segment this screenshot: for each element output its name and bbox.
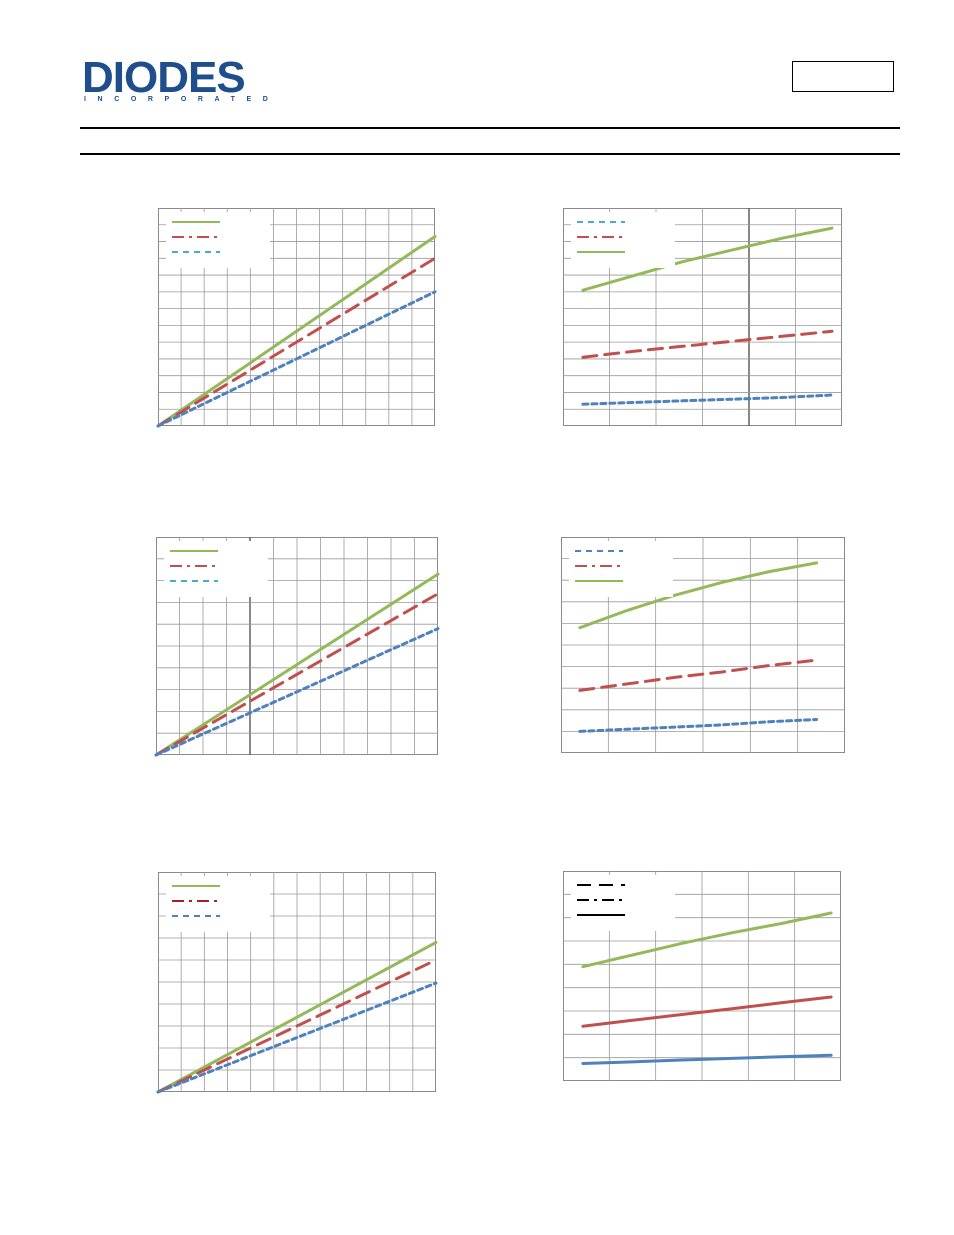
legend-box [164, 541, 268, 597]
legend-box [571, 212, 675, 268]
part-number-box [792, 61, 894, 92]
c5-svg [156, 872, 438, 1094]
series-line-1 [154, 572, 440, 757]
series-line-3 [581, 911, 833, 969]
legend-box [571, 875, 675, 931]
legend [166, 212, 270, 268]
chart-4 [561, 537, 845, 753]
chart-2 [563, 208, 842, 426]
series-line-1 [156, 235, 437, 428]
legend [569, 541, 673, 597]
legend-box [569, 541, 673, 597]
series-line-2 [156, 256, 437, 428]
chart-1 [156, 208, 437, 428]
legend [571, 875, 675, 931]
series-line-1 [581, 1053, 833, 1065]
c1-svg [156, 208, 437, 428]
legend [164, 541, 268, 597]
logo-subtitle: INCORPORATED [84, 96, 280, 103]
diodes-logo: DIODES INCORPORATED [82, 56, 268, 110]
c4-svg [561, 537, 845, 753]
series-line-1 [578, 718, 819, 733]
series-line-1 [581, 393, 834, 406]
legend [166, 876, 270, 932]
series-line-2 [581, 995, 833, 1028]
series-line-3 [156, 981, 438, 1094]
legend-box [166, 876, 270, 932]
series-line-2 [578, 658, 819, 692]
chart-6 [563, 871, 841, 1081]
series-line-2 [156, 958, 438, 1094]
chart-5 [156, 872, 438, 1094]
legend [571, 212, 675, 268]
series-line-3 [581, 226, 834, 292]
series-line-2 [581, 329, 834, 359]
series-line-3 [578, 561, 819, 630]
logo-wordmark: DIODES [82, 53, 246, 102]
legend-box [166, 212, 270, 268]
series-line-3 [154, 627, 440, 757]
chart-3 [154, 537, 440, 757]
series-line-3 [156, 290, 437, 428]
series-line-2 [154, 592, 440, 757]
header-rule-top [80, 127, 900, 129]
series-line-1 [156, 940, 438, 1094]
c6-svg [563, 871, 841, 1081]
header-rule-bottom [80, 153, 900, 155]
c3-svg [154, 537, 440, 757]
c2-svg [563, 208, 842, 426]
